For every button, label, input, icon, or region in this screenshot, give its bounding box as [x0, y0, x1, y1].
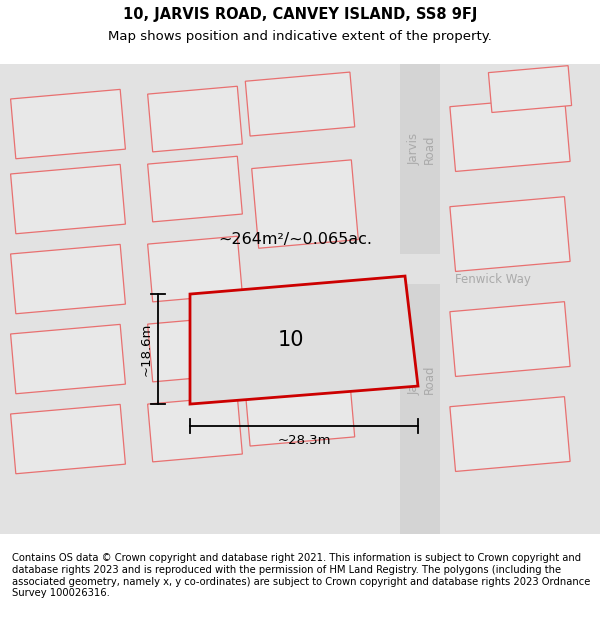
Bar [148, 396, 242, 462]
Text: 10, JARVIS ROAD, CANVEY ISLAND, SS8 9FJ: 10, JARVIS ROAD, CANVEY ISLAND, SS8 9FJ [123, 6, 477, 21]
Polygon shape [400, 64, 440, 254]
Text: Jarvis
Road: Jarvis Road [408, 133, 436, 165]
Text: 10: 10 [277, 330, 304, 350]
Bar [245, 72, 355, 136]
Text: ~18.6m: ~18.6m [140, 322, 153, 376]
Bar [450, 97, 570, 171]
Bar [252, 160, 358, 248]
Bar [11, 244, 125, 314]
Bar [11, 89, 125, 159]
Text: Fenwick Way: Fenwick Way [455, 272, 531, 286]
Bar [450, 197, 570, 271]
Bar [450, 397, 570, 471]
Bar [148, 156, 242, 222]
Text: ~264m²/~0.065ac.: ~264m²/~0.065ac. [218, 231, 372, 246]
Bar [11, 324, 125, 394]
Bar [11, 164, 125, 234]
Text: Map shows position and indicative extent of the property.: Map shows position and indicative extent… [108, 30, 492, 43]
Bar [488, 66, 572, 112]
Bar [450, 302, 570, 376]
Polygon shape [190, 276, 418, 404]
Polygon shape [400, 284, 440, 534]
Bar [245, 382, 355, 446]
Text: Jarvis
Road: Jarvis Road [408, 363, 436, 395]
Bar [148, 86, 242, 152]
Text: ~28.3m: ~28.3m [277, 434, 331, 447]
Bar [148, 236, 242, 302]
Bar [148, 316, 242, 382]
Text: Contains OS data © Crown copyright and database right 2021. This information is : Contains OS data © Crown copyright and d… [12, 554, 590, 598]
Bar [11, 404, 125, 474]
